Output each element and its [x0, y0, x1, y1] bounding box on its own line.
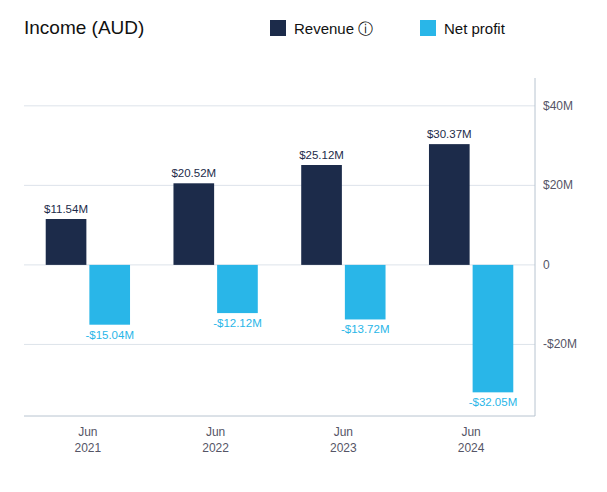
x-tick-line: 2022	[202, 441, 229, 455]
y-tick-label: 0	[543, 258, 550, 272]
x-tick-label: Jun 2021	[75, 425, 102, 455]
grid	[24, 106, 535, 345]
x-tick-label: Jun 2022	[202, 425, 229, 455]
x-axis-line	[24, 416, 535, 417]
bar	[429, 144, 470, 265]
data-label: $11.54M	[44, 203, 88, 215]
legend-item: Net profit	[420, 20, 506, 37]
legend-swatch	[270, 20, 286, 36]
x-tick-line: 2023	[330, 441, 357, 455]
data-label: -$13.72M	[341, 323, 390, 335]
data-labels: $11.54M $20.52M $25.12M $30.37M -$15.04M -$12…	[44, 128, 517, 408]
y-axis-line	[535, 78, 536, 416]
x-tick-label: Jun 2023	[330, 425, 357, 455]
x-tick-line: 2021	[75, 441, 102, 455]
data-label: $30.37M	[427, 128, 472, 140]
x-tick-line: Jun	[461, 425, 480, 439]
data-label: $20.52M	[171, 167, 216, 179]
chart: Income (AUD) Revenue ⓘ Net profit -$20M 0 $20…	[0, 0, 607, 492]
data-label: -$32.05M	[469, 396, 518, 408]
bars	[46, 144, 514, 392]
y-tick-label: $40M	[543, 99, 573, 113]
title: Income (AUD)	[24, 17, 144, 38]
x-tick-line: Jun	[334, 425, 353, 439]
x-tick-label: Jun 2024	[458, 425, 485, 455]
data-label: $25.12M	[299, 149, 344, 161]
x-tick-line: Jun	[78, 425, 97, 439]
legend-item: Revenue ⓘ	[270, 20, 373, 37]
grid-line	[24, 105, 535, 106]
bar	[217, 265, 258, 313]
legend-label: Net profit	[444, 20, 506, 37]
bar	[301, 165, 342, 265]
grid-line	[24, 344, 535, 345]
x-tick-line: 2024	[458, 441, 485, 455]
bar	[173, 183, 214, 265]
legend-swatch	[420, 20, 436, 36]
x-tick-line: Jun	[206, 425, 225, 439]
y-tick-label: -$20M	[543, 337, 577, 351]
bar	[89, 265, 130, 325]
bar	[345, 265, 386, 320]
data-label: -$15.04M	[85, 329, 134, 341]
y-tick-label: $20M	[543, 178, 573, 192]
bar	[473, 265, 514, 392]
data-label: -$12.12M	[213, 317, 262, 329]
bar	[46, 219, 87, 265]
legend-label: Revenue ⓘ	[294, 20, 373, 37]
